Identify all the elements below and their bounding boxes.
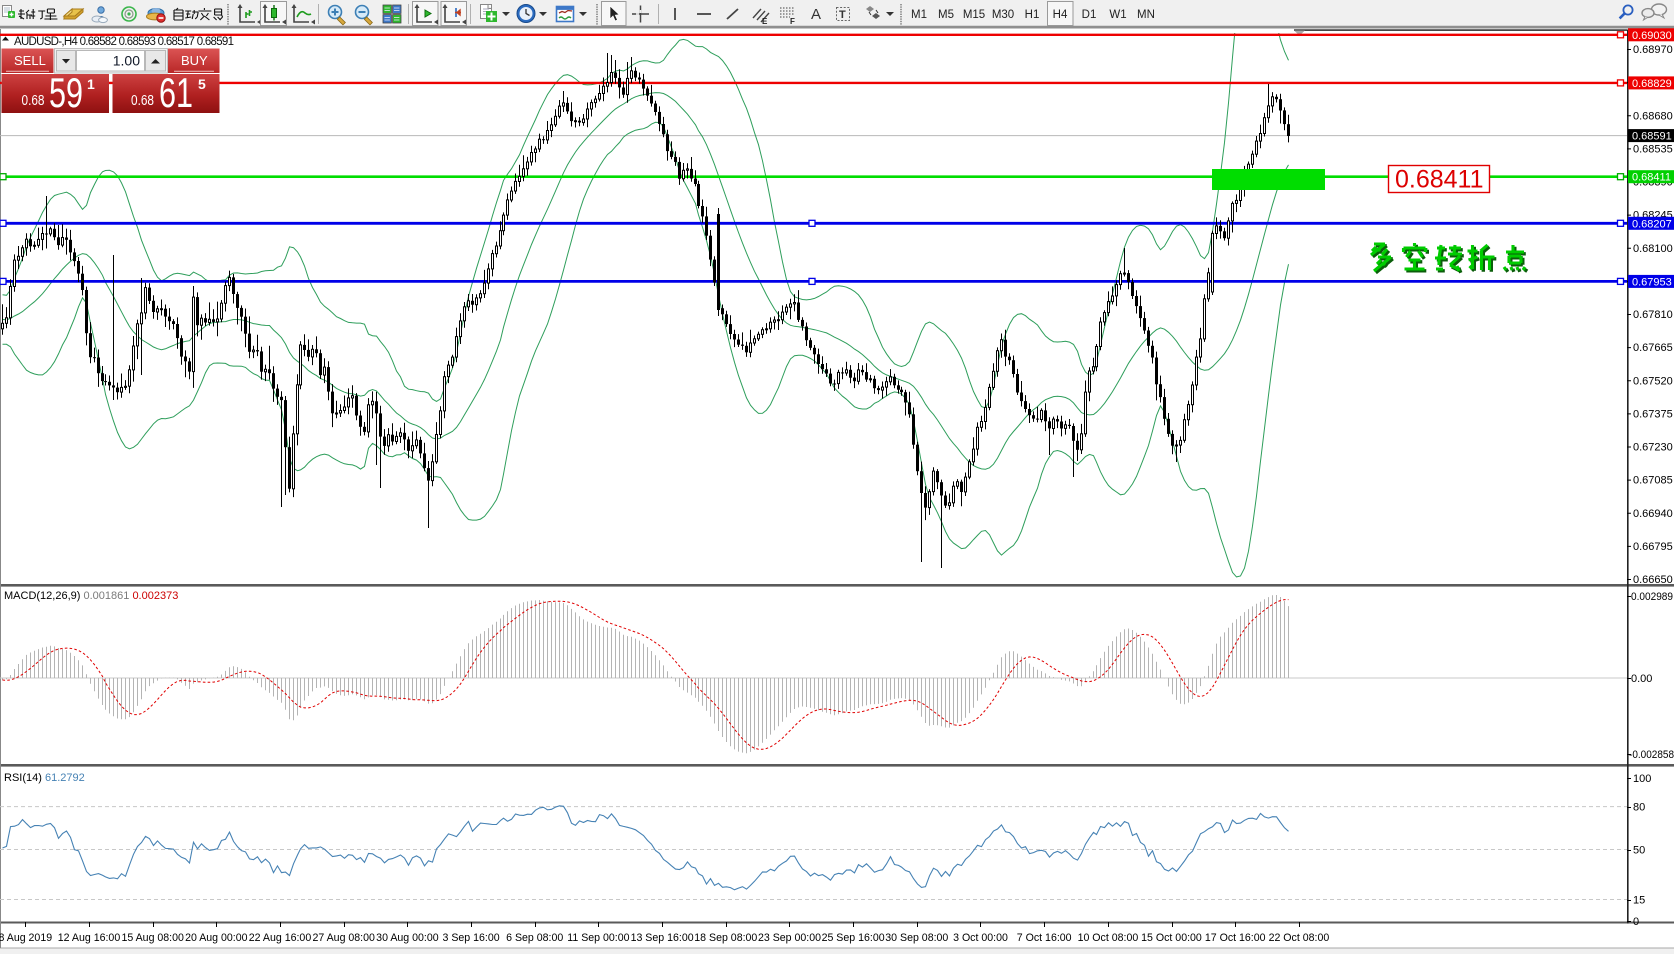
svg-text:0.68535: 0.68535 (1633, 143, 1673, 155)
svg-text:7 Oct 16:00: 7 Oct 16:00 (1017, 932, 1072, 944)
svg-text:27 Aug 08:00: 27 Aug 08:00 (312, 932, 375, 944)
svg-text:M5: M5 (938, 9, 954, 21)
svg-text:M1: M1 (911, 9, 927, 21)
svg-text:0.67953: 0.67953 (1632, 276, 1672, 288)
svg-text:0.67520: 0.67520 (1633, 375, 1673, 387)
svg-text:0.68680: 0.68680 (1633, 110, 1673, 122)
svg-text:23 Sep 00:00: 23 Sep 00:00 (758, 932, 821, 944)
svg-text:0.67085: 0.67085 (1633, 475, 1673, 487)
svg-text:0.68411: 0.68411 (1632, 172, 1671, 184)
svg-text:0.66795: 0.66795 (1633, 541, 1673, 553)
svg-text:F: F (790, 17, 795, 26)
svg-text:0.69030: 0.69030 (1632, 30, 1672, 42)
svg-text:6 Sep 08:00: 6 Sep 08:00 (506, 932, 563, 944)
svg-text:18 Sep 08:00: 18 Sep 08:00 (694, 932, 757, 944)
svg-text:30 Sep 08:00: 30 Sep 08:00 (885, 932, 948, 944)
svg-text:0.68970: 0.68970 (1633, 44, 1673, 56)
svg-text:0.68829: 0.68829 (1632, 78, 1672, 90)
svg-text:59: 59 (49, 69, 83, 116)
svg-text:3 Sep 16:00: 3 Sep 16:00 (443, 932, 500, 944)
svg-text:8 Aug 2019: 8 Aug 2019 (0, 932, 52, 944)
svg-text:10 Oct 08:00: 10 Oct 08:00 (1078, 932, 1139, 944)
svg-text:1: 1 (87, 76, 95, 92)
svg-text:BUY: BUY (181, 53, 208, 68)
svg-text:80: 80 (1633, 802, 1645, 814)
svg-text:25 Sep 16:00: 25 Sep 16:00 (822, 932, 885, 944)
svg-text:0.67665: 0.67665 (1633, 342, 1673, 354)
svg-text:MN: MN (1137, 9, 1155, 21)
svg-text:0: 0 (1633, 916, 1639, 928)
svg-text:0.68100: 0.68100 (1633, 243, 1673, 255)
svg-text:0.00: 0.00 (1631, 673, 1652, 685)
svg-text:RSI(14) 61.2792: RSI(14) 61.2792 (4, 772, 85, 784)
svg-text:1.00: 1.00 (113, 53, 140, 69)
svg-text:11 Sep 00:00: 11 Sep 00:00 (567, 932, 629, 944)
svg-text:50: 50 (1633, 845, 1645, 857)
svg-text:0.68411: 0.68411 (1395, 166, 1484, 194)
svg-text:0.67375: 0.67375 (1633, 408, 1673, 420)
svg-text:A: A (811, 6, 821, 23)
svg-text:M30: M30 (992, 9, 1014, 21)
svg-text:5: 5 (198, 76, 206, 92)
svg-text:H1: H1 (1025, 9, 1040, 21)
svg-text:0.68: 0.68 (22, 93, 45, 109)
svg-text:22 Oct 08:00: 22 Oct 08:00 (1269, 932, 1330, 944)
svg-text:22 Aug 16:00: 22 Aug 16:00 (249, 932, 312, 944)
svg-text:AUDUSD-,H4 0.68582 0.68593 0.: AUDUSD-,H4 0.68582 0.68593 0.68517 0.685… (14, 36, 234, 48)
svg-text:W1: W1 (1109, 9, 1126, 21)
svg-text:D1: D1 (1082, 9, 1097, 21)
svg-text:MACD(12,26,9) 0.001861 0.00237: MACD(12,26,9) 0.001861 0.002373 (4, 590, 178, 602)
svg-text:M15: M15 (963, 9, 985, 21)
svg-text:3 Oct 00:00: 3 Oct 00:00 (953, 932, 1008, 944)
svg-text:30 Aug 00:00: 30 Aug 00:00 (376, 932, 439, 944)
svg-text:0.66650: 0.66650 (1633, 574, 1673, 586)
svg-text:13 Sep 16:00: 13 Sep 16:00 (631, 932, 694, 944)
svg-text:E: E (762, 17, 768, 26)
svg-text:0.002989: 0.002989 (1631, 591, 1673, 603)
svg-text:0.68591: 0.68591 (1632, 131, 1672, 143)
svg-text:0.68207: 0.68207 (1632, 218, 1672, 230)
svg-text:0.67230: 0.67230 (1633, 442, 1673, 454)
svg-text:0.66940: 0.66940 (1633, 508, 1673, 520)
svg-text:-0.002858: -0.002858 (1629, 749, 1674, 761)
svg-text:61: 61 (159, 69, 193, 116)
svg-text:12 Aug 16:00: 12 Aug 16:00 (58, 932, 121, 944)
svg-text:15: 15 (1633, 895, 1645, 907)
svg-text:H4: H4 (1053, 9, 1068, 21)
svg-text:100: 100 (1633, 773, 1651, 785)
svg-text:0.68: 0.68 (131, 93, 154, 109)
svg-text:20 Aug 00:00: 20 Aug 00:00 (185, 932, 248, 944)
svg-text:SELL: SELL (14, 53, 46, 68)
svg-text:T: T (839, 9, 846, 21)
svg-text:0.67810: 0.67810 (1633, 309, 1673, 321)
svg-text:15 Oct 00:00: 15 Oct 00:00 (1141, 932, 1202, 944)
svg-text:17 Oct 16:00: 17 Oct 16:00 (1205, 932, 1266, 944)
svg-text:15 Aug 08:00: 15 Aug 08:00 (121, 932, 184, 944)
